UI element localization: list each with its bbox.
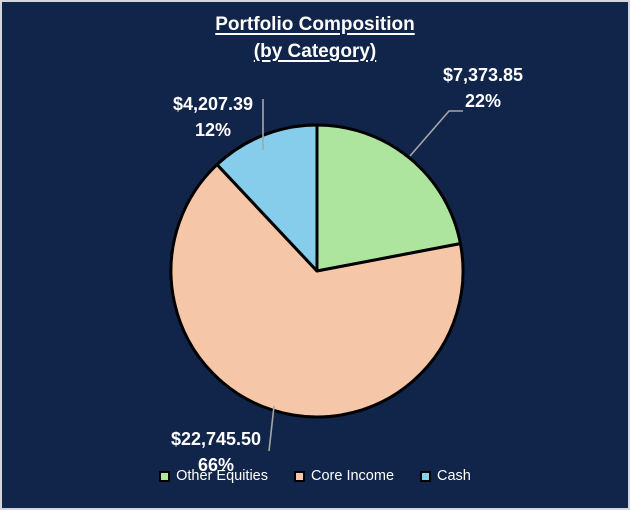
legend-item-other-equities[interactable]: Other Equities (159, 468, 268, 484)
pie-slice-core-income[interactable] (169, 163, 465, 419)
data-label-cash: $4,207.39 12% (133, 91, 293, 143)
data-label-other-equities-percent: 22% (464, 91, 502, 111)
chart-title-line1: Portfolio Composition (215, 14, 415, 35)
data-label-other-equities: $7,373.85 22% (403, 62, 563, 114)
legend-swatch-other-equities (159, 470, 171, 482)
leader-line-other-equities (409, 110, 463, 157)
data-label-other-equities-value: $7,373.85 (442, 65, 524, 85)
data-label-cash-percent: 12% (194, 120, 232, 140)
legend-item-cash[interactable]: Cash (420, 468, 471, 484)
data-label-core-income: $22,745.50 66% (136, 426, 296, 478)
data-label-core-income-value: $22,745.50 (170, 429, 262, 449)
legend-swatch-cash (420, 470, 432, 482)
chart-title: Portfolio Composition (by Category) (2, 11, 628, 65)
legend-label-core-income: Core Income (311, 468, 395, 484)
leader-line-core-income (268, 405, 275, 452)
legend: Other Equities Core Income Cash (2, 468, 628, 484)
legend-item-core-income[interactable]: Core Income (294, 468, 394, 484)
data-label-cash-value: $4,207.39 (172, 94, 254, 114)
legend-label-cash: Cash (437, 468, 471, 484)
legend-label-other-equities: Other Equities (176, 468, 268, 484)
pie-slice-other-equities[interactable] (315, 123, 462, 273)
chart-title-line2: (by Category) (253, 41, 377, 62)
data-label-core-income-percent: 66% (197, 455, 235, 475)
legend-swatch-core-income (294, 470, 305, 482)
